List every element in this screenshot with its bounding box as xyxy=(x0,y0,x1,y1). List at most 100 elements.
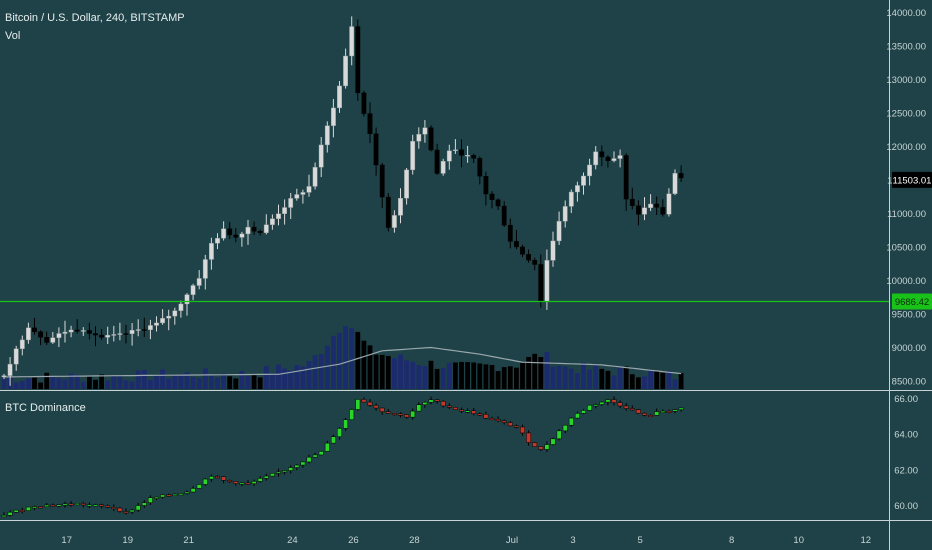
dominance-candle-body xyxy=(202,478,208,485)
volume-bar xyxy=(532,353,538,389)
time-tick-label: 8 xyxy=(729,535,734,546)
price-candle-body xyxy=(587,164,593,177)
price-candle-body xyxy=(68,329,74,333)
price-candle-body xyxy=(239,233,245,238)
price-candle-body xyxy=(568,191,574,207)
dominance-candle-body xyxy=(111,507,117,510)
volume-bar xyxy=(398,354,403,389)
price-candle-body xyxy=(398,198,403,216)
legend-separator: , xyxy=(99,12,106,24)
volume-bar xyxy=(209,374,214,389)
indicator-legend[interactable]: BTC Dominance xyxy=(5,402,86,414)
volume-bar xyxy=(215,377,220,389)
volume-bar xyxy=(148,380,153,389)
volume-label: Vol xyxy=(5,30,21,42)
dominance-candle-body xyxy=(520,426,525,434)
dominance-candle-body xyxy=(25,506,31,511)
volume-bar xyxy=(410,361,416,389)
price-candle-body xyxy=(221,228,226,239)
price-candle-body xyxy=(642,207,647,215)
price-candle-body xyxy=(294,194,300,199)
dominance-candle-body xyxy=(50,504,56,507)
price-candle-body xyxy=(196,278,202,286)
price-candle-body xyxy=(251,226,257,232)
volume-bar xyxy=(221,373,226,389)
dominance-candle-body xyxy=(385,411,391,414)
price-candle-body xyxy=(538,264,544,302)
time-tick-label: 5 xyxy=(637,535,642,546)
price-candle-body xyxy=(86,330,92,334)
price-candle-body xyxy=(172,310,178,317)
volume-bar xyxy=(434,368,440,389)
price-candle-body xyxy=(38,331,44,338)
volume-bar xyxy=(349,328,355,389)
volume-bar xyxy=(379,354,385,389)
dominance-candle-body xyxy=(123,511,129,514)
price-candle-body xyxy=(489,193,495,200)
dominance-candle-body xyxy=(568,417,574,426)
volume-legend[interactable]: Vol xyxy=(5,30,20,42)
price-candle-body xyxy=(514,241,519,248)
volume-bar xyxy=(62,379,68,389)
volume-bar xyxy=(276,364,281,389)
price-candle-body xyxy=(526,254,532,261)
dominance-candle-body xyxy=(452,407,458,410)
dominance-candle-body xyxy=(227,480,233,483)
dominance-candle-body xyxy=(184,491,190,494)
dominance-candle-body xyxy=(428,399,434,403)
dominance-candle-body xyxy=(526,432,532,443)
price-candle-body xyxy=(129,329,135,334)
volume-bar xyxy=(428,360,434,389)
price-candle-body xyxy=(233,234,239,238)
volume-bar xyxy=(483,364,489,389)
dominance-candle-body xyxy=(306,456,312,463)
volume-bar xyxy=(111,375,117,389)
dominance-candle-body xyxy=(288,467,294,471)
volume-bar xyxy=(629,374,635,389)
dominance-candle-body xyxy=(501,420,507,423)
price-candle-body xyxy=(593,151,599,166)
volume-bar xyxy=(306,361,312,389)
dominance-candle-body xyxy=(324,442,330,452)
price-candle-body xyxy=(459,149,464,156)
price-tick-label: 11000.00 xyxy=(887,209,926,220)
dominance-candle-body xyxy=(422,401,428,405)
volume-bar xyxy=(385,355,391,389)
dominance-candle-body xyxy=(257,478,263,482)
dominance-candle-body xyxy=(416,404,422,412)
dominance-tick-label: 62.00 xyxy=(894,465,918,476)
volume-bar xyxy=(648,370,653,389)
price-candle-body xyxy=(312,167,318,187)
volume-bar xyxy=(587,369,592,389)
dominance-candle-body xyxy=(495,419,501,422)
price-candle-body xyxy=(166,315,172,319)
price-candle-body xyxy=(74,329,80,332)
volume-bars xyxy=(1,326,684,389)
dominance-candle-body xyxy=(562,424,568,432)
dominance-tick-label: 66.00 xyxy=(894,394,918,405)
volume-bar xyxy=(38,382,43,389)
volume-bar xyxy=(660,372,666,389)
dominance-candle-body xyxy=(629,408,635,411)
volume-bar xyxy=(80,381,86,389)
dominance-candle-body xyxy=(654,411,660,416)
volume-bar xyxy=(300,366,306,389)
volume-bar xyxy=(355,331,361,389)
volume-bar xyxy=(575,373,580,389)
volume-bar xyxy=(489,365,495,389)
price-candle-body xyxy=(599,151,605,158)
volume-bar xyxy=(617,367,623,389)
price-candle-body xyxy=(105,334,111,338)
symbol-legend[interactable]: Bitcoin / U.S. Dollar, 240, BITSTAMP xyxy=(5,12,185,24)
volume-bar xyxy=(93,379,98,389)
price-candle-body xyxy=(422,127,428,135)
dominance-candle-body xyxy=(434,399,440,402)
price-candle-body xyxy=(623,155,629,200)
dominance-candle-body xyxy=(489,418,495,421)
volume-bar xyxy=(514,367,519,389)
dominance-candle-body xyxy=(574,413,580,419)
dominance-candle-body xyxy=(117,507,123,512)
price-candle-body xyxy=(80,330,86,332)
